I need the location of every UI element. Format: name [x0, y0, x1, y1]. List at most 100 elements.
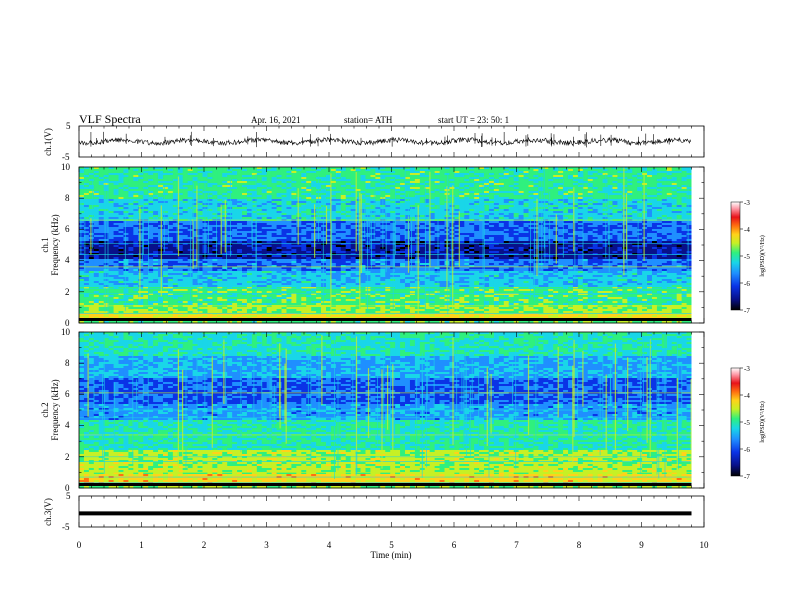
ch1-spectrogram-cell — [375, 173, 381, 176]
ch1-spectrogram-cell — [177, 169, 184, 172]
ch1-spectrogram-cell — [518, 185, 524, 188]
ch1-spectrogram-cell — [118, 175, 124, 178]
ch1-spectrogram-cell — [93, 173, 100, 176]
ch1-spectrogram-cell — [296, 227, 302, 230]
ch1-spectrogram-cell — [498, 221, 505, 224]
ch1-spectrogram-cell — [400, 187, 406, 190]
ch1-spectrogram-cell — [232, 213, 238, 216]
ch1-spectrogram-cell — [429, 207, 436, 210]
ch1-spectrogram-cell — [187, 187, 194, 190]
ch1-spectrogram-cell — [217, 193, 223, 196]
ch1-spectrogram-cell — [182, 167, 189, 170]
ch1-spectrogram-cell — [271, 205, 277, 208]
ch1-spectrogram-cell — [246, 183, 253, 186]
ch1-spectrogram-cell — [197, 205, 203, 208]
ch1-spectrogram-cell — [503, 193, 510, 196]
ch1-spectrogram-cell — [671, 193, 678, 196]
ch1-spectrogram-cell — [345, 221, 352, 224]
ch1-spectrogram-cell — [622, 167, 628, 170]
ch1-spectrogram-cell — [123, 213, 129, 216]
ch1-spectrogram-cell — [558, 207, 564, 210]
ch1-spectrogram-cell — [666, 195, 673, 198]
ch1-spectrogram-cell — [380, 183, 386, 186]
ch1-spectrogram-cell — [681, 175, 687, 178]
ch1-spectrogram-cell — [301, 197, 307, 200]
ch1-spectrogram-cell — [325, 225, 332, 228]
ch1-spectrogram-cell — [469, 171, 475, 174]
ch1-spectrogram-cell — [311, 195, 317, 198]
ch1-spectrogram-cell — [543, 199, 549, 202]
ch1-spectrogram-cell — [380, 169, 386, 172]
ch1-spectrogram-cell — [375, 183, 381, 186]
ch1-spectrogram-cell — [444, 167, 450, 170]
ch1-spectrogram-cell — [227, 183, 233, 186]
ch1-spectrogram-cell — [474, 181, 480, 184]
ch1-spectrogram-cell — [513, 173, 520, 176]
ch1-spectrogram-cell — [479, 175, 485, 178]
ch1-spectrogram-cell — [162, 227, 169, 230]
ch1-spectrogram-cell — [656, 197, 663, 200]
ch1-spectrogram-cell — [88, 227, 95, 230]
ch1-spectrogram-cell — [459, 217, 465, 220]
ch1-spectrogram-cell — [651, 221, 658, 224]
ch1-spectrogram-cell — [325, 177, 332, 180]
ch1-spectrogram-cell — [647, 225, 653, 228]
ch1-spectrogram-cell — [251, 171, 258, 174]
ch1-spectrogram-cell — [108, 171, 114, 174]
ch1-spectrogram-cell — [528, 193, 534, 196]
ch1-spectrogram-cell — [123, 191, 129, 194]
ch1-spectrogram-cell — [686, 223, 692, 226]
ch1-spectrogram-cell — [503, 217, 510, 220]
ch1-spectrogram-cell — [642, 215, 648, 218]
ch1-spectrogram-cell — [488, 189, 495, 192]
ch1-spectrogram-cell — [335, 179, 342, 182]
ch1-spectrogram-cell — [335, 207, 342, 210]
ch1-spectrogram-cell — [414, 221, 421, 224]
ch1-spectrogram-cell — [518, 223, 524, 226]
ch1-spectrogram-cell — [414, 167, 421, 170]
ch1-spectrogram-cell — [340, 185, 347, 188]
ch1-spectrogram-cell — [207, 207, 213, 210]
ch1-spectrogram-cell — [227, 197, 233, 200]
ch1-spectrogram-cell — [345, 197, 352, 200]
ch1-waveform-line — [78, 136, 692, 147]
ch1-spectrogram-cell — [528, 189, 534, 192]
ch1-spectrogram-cell — [686, 213, 692, 216]
ch1-spectrogram-cell — [632, 217, 638, 220]
ch1-spectrogram-cell — [409, 181, 416, 184]
ch1-spectrogram-cell — [148, 171, 154, 174]
ch1-spectrogram-cell — [666, 215, 673, 218]
ch1-spectrogram-cell — [602, 175, 608, 178]
ch1-spectrogram-cell — [627, 213, 633, 216]
ch1-spectrogram-cell — [153, 201, 159, 204]
ch1-spectrogram-cell — [177, 181, 184, 184]
ch1-spectrogram-cell — [513, 221, 520, 224]
ch1-spectrogram-cell — [103, 223, 110, 226]
ch1-spectrogram-cell — [128, 213, 134, 216]
ch1-spectrogram-cell — [162, 205, 169, 208]
ch1-spectrogram-cell — [493, 221, 500, 224]
ch1-spectrogram-cell — [582, 209, 589, 212]
ch1-spectrogram-cell — [242, 203, 248, 206]
ch1-spectrogram-cell — [637, 175, 643, 178]
ch1-spectrogram-cell — [488, 171, 495, 174]
ch1-spectrogram-cell — [187, 175, 194, 178]
ch1-spectrogram-cell — [113, 227, 119, 230]
ch1-spectrogram-cell — [666, 177, 673, 180]
ch1-spectrogram-cell — [513, 211, 520, 214]
ch1-spectrogram-cell — [414, 211, 421, 214]
ch1-spectrogram-cell — [553, 213, 559, 216]
ch1-spectrogram-cell — [548, 223, 554, 226]
ch1-spectrogram-cell — [612, 211, 618, 214]
ch1-spectrogram-cell — [217, 195, 223, 198]
ch1-spectrogram-cell — [276, 185, 282, 188]
ch1-spectrogram-cell — [261, 181, 268, 184]
ch1-spectrogram-cell — [98, 213, 105, 216]
ch1-spectrogram-cell — [350, 173, 357, 176]
ch1-spectrogram-cell — [306, 187, 312, 190]
ch1-spectrogram-cell — [286, 227, 292, 230]
ch1-spectrogram-cell — [651, 167, 658, 170]
ch1-spectrogram-cell — [276, 187, 282, 190]
ch1-spectrogram-cell — [493, 171, 500, 174]
ch1-spectrogram-cell — [548, 173, 554, 176]
